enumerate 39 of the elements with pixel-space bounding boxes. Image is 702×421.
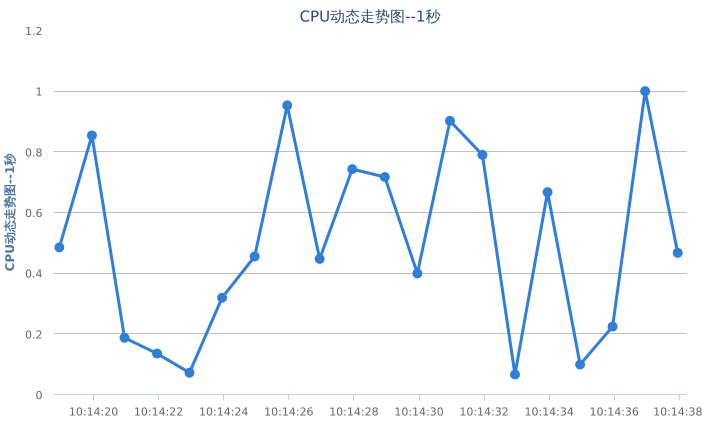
y-tick-label: 1.2 [25,25,43,38]
point [640,86,650,96]
point [444,116,455,126]
y-axis-title: CPU动态走势图--1秒 [3,152,18,272]
point [217,292,228,303]
y-tick-label: 0.4 [25,268,43,281]
point [119,332,130,343]
point [54,242,64,252]
x-tick-label: 10:14:34 [524,406,574,418]
y-tick-label: 0.8 [25,146,43,160]
point [510,369,520,380]
point [86,130,97,140]
point [250,251,260,262]
x-tick-label: 10:14:28 [329,406,379,418]
point [542,187,553,198]
x-tick-label: 10:14:38 [653,406,702,418]
chart-title: CPU动态走势图--1秒 [300,8,440,26]
x-tick-label: 10:14:26 [264,406,314,418]
point [608,322,618,332]
point [672,248,683,258]
point [314,254,325,264]
point [380,172,390,182]
point [412,268,422,278]
point [152,348,162,359]
point [575,359,586,370]
point [282,100,292,110]
y-tick-label: 0.2 [25,328,43,342]
point [184,368,195,378]
x-tick-label: 10:14:20 [68,406,118,418]
point [477,150,488,160]
y-tick-label: 1 [36,86,42,99]
x-tick-label: 10:14:24 [199,406,248,418]
x-tick-label: 10:14:30 [394,406,444,418]
x-tick-label: 10:14:32 [459,406,509,418]
point [347,164,358,174]
y-tick-label: 0.6 [25,207,43,220]
y-tick-label: 0 [36,389,42,402]
x-tick-label: 10:14:36 [590,406,639,418]
x-tick-label: 10:14:22 [134,406,184,418]
